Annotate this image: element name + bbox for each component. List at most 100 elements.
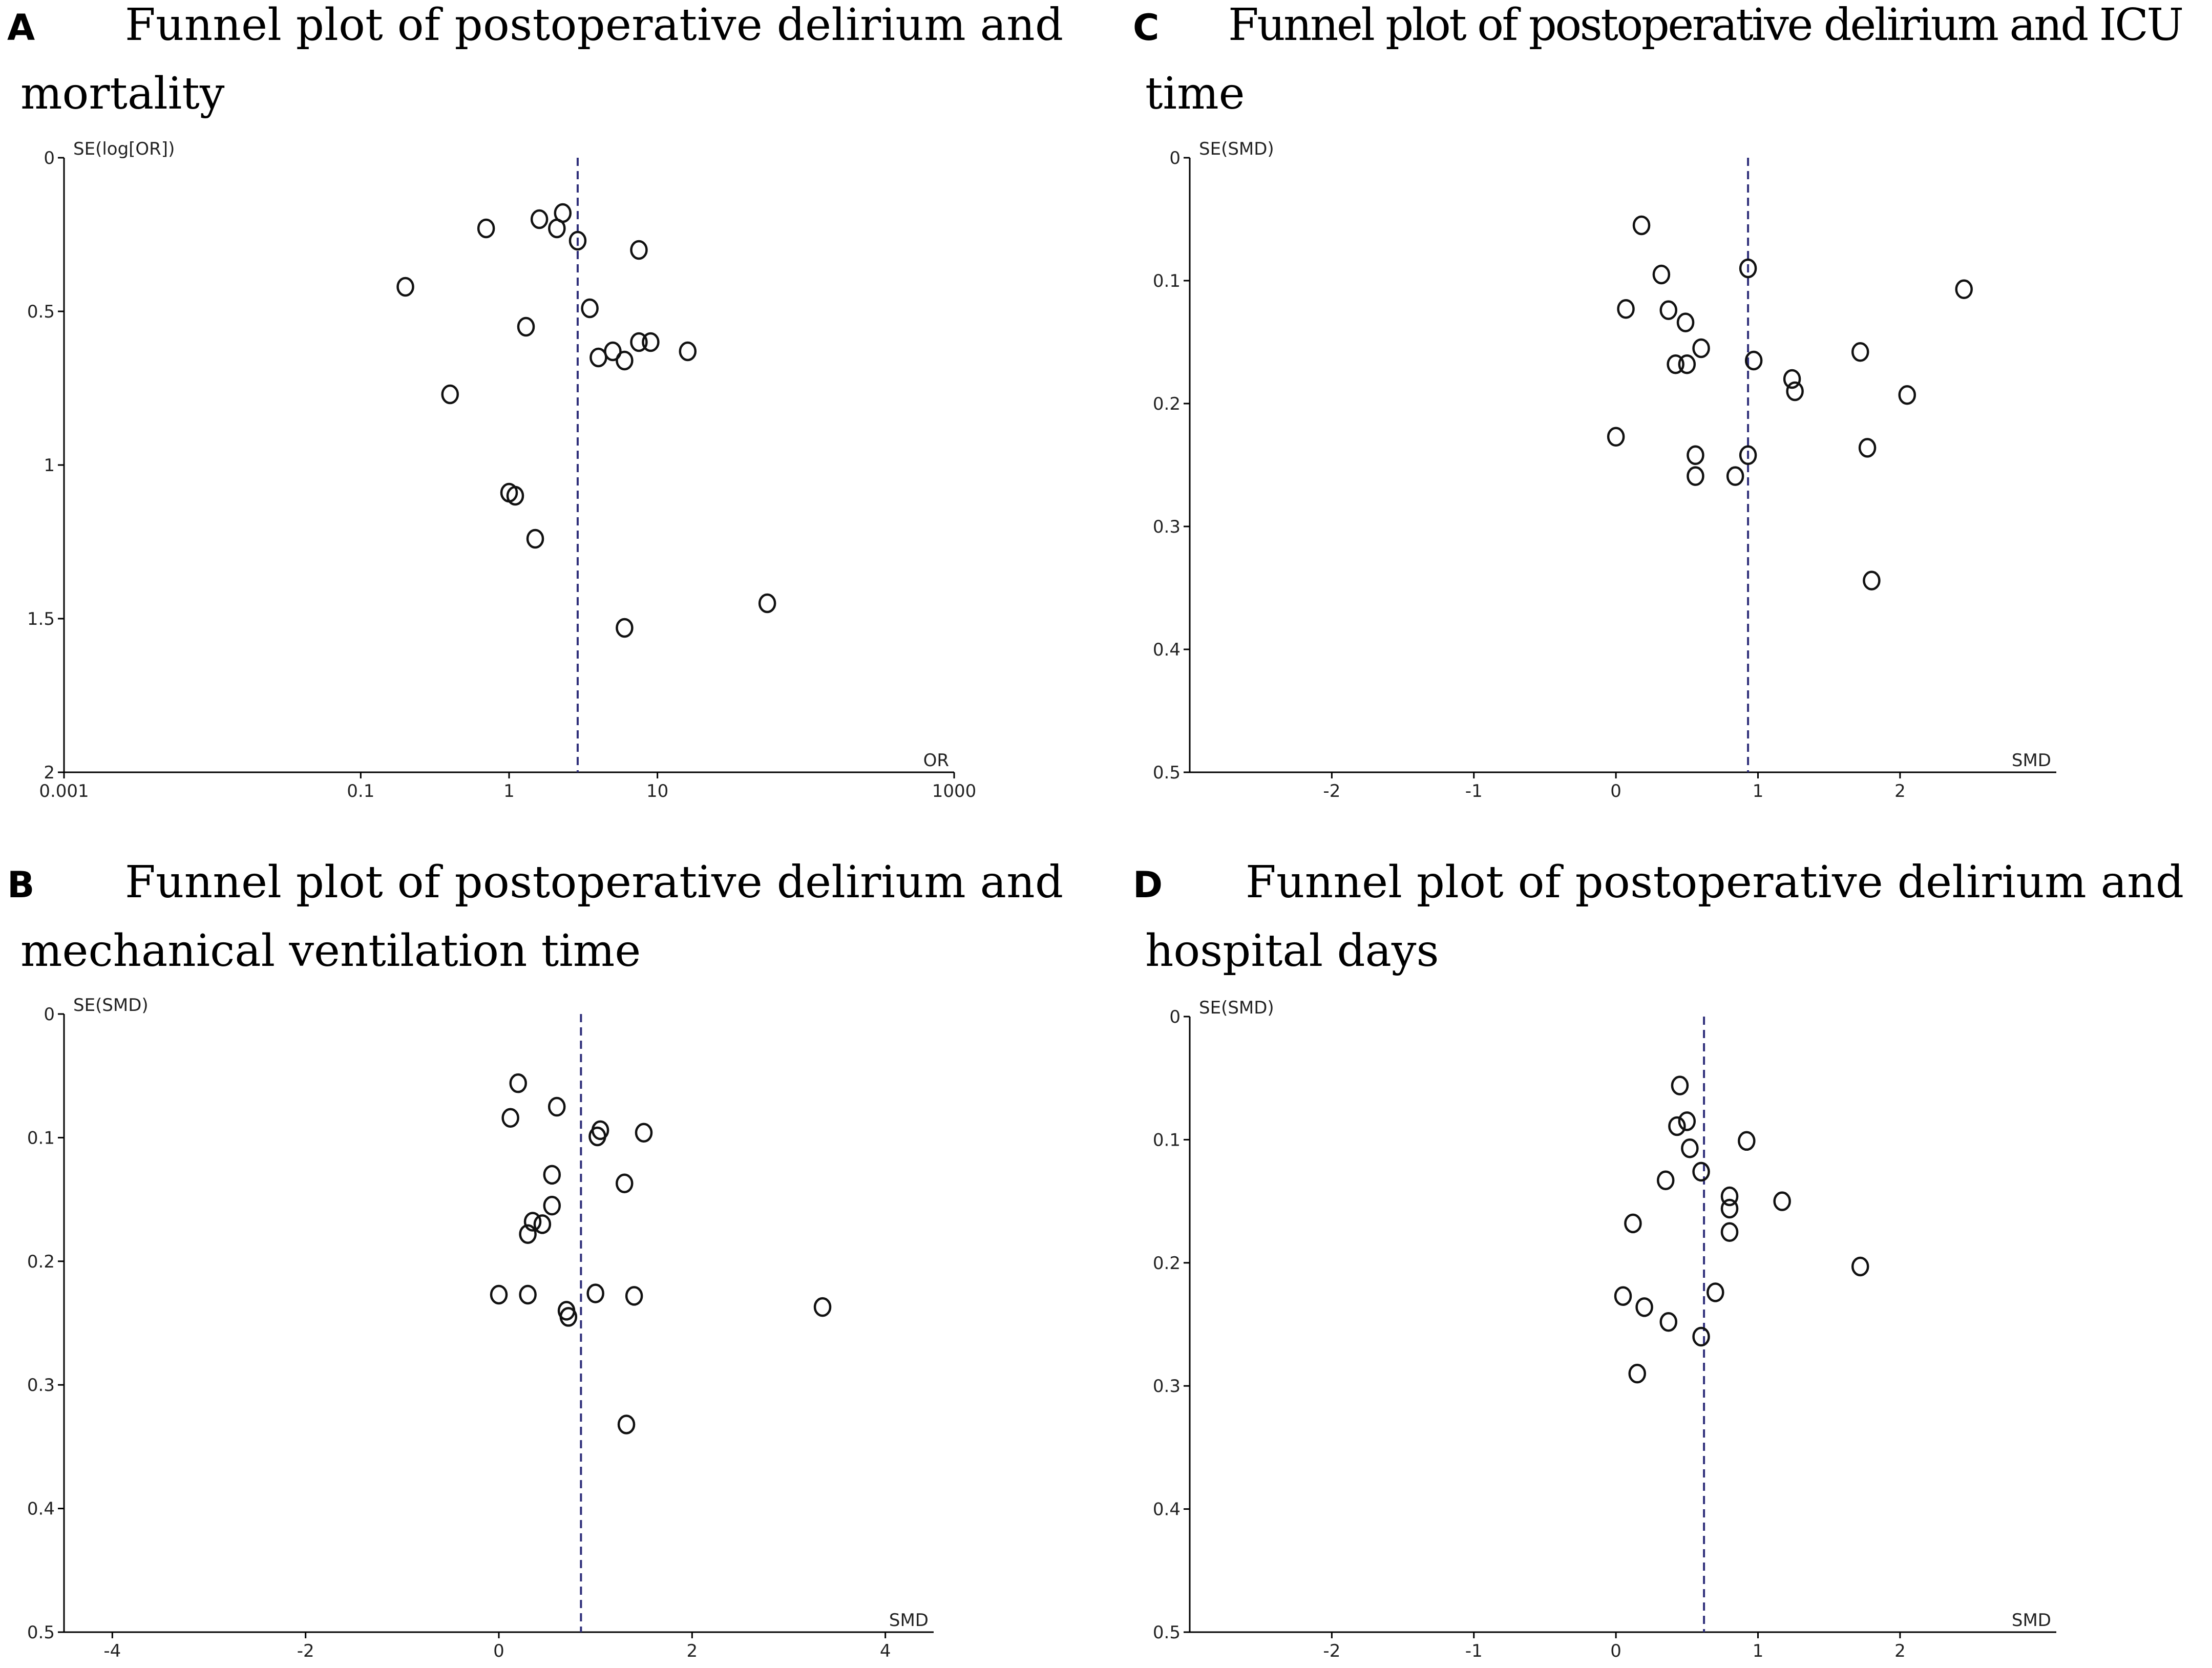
panel-b-y-tick-label: 0.1: [27, 1128, 55, 1148]
panel-d-title-line-1: Funnel plot of postoperative delirium an…: [1246, 857, 2184, 908]
panel-c-title-line-1: Funnel plot of postoperative delirium an…: [1228, 0, 2184, 51]
panel-c-letter: C: [1133, 7, 1159, 49]
panel-a-study-point: [589, 347, 607, 368]
panel-d-study-point: [1659, 1312, 1678, 1332]
panel-a-study-point: [679, 341, 697, 362]
panel-c-study-point: [1898, 385, 1916, 405]
panel-b-x-tick-label: 4: [880, 1641, 891, 1661]
panel-c-x-axis-label: SMD: [2012, 750, 2051, 771]
panel-d-study-point: [1707, 1282, 1724, 1302]
panel-a-y-tick-label: 1: [44, 455, 55, 476]
panel-a-title-line-2: mortality: [20, 68, 225, 119]
panel-b-study-point: [559, 1307, 578, 1327]
panel-b-y-axis-label: SE(SMD): [73, 995, 149, 1016]
panel-b-study-point: [635, 1123, 653, 1143]
panel-d-study-point: [1678, 1111, 1696, 1131]
panel-a-study-point: [517, 316, 535, 337]
panel-a-x-tick-label: 1: [503, 781, 515, 801]
panel-a-x-axis-label: OR: [923, 750, 949, 771]
panel-b-study-point: [509, 1073, 527, 1093]
panel-b: B Funnel plot of postoperative delirium a…: [7, 857, 1063, 1661]
panel-b-title-line-1: Funnel plot of postoperative delirium an…: [125, 857, 1063, 908]
panel-d-x-tick-label: 1: [1753, 1641, 1764, 1661]
panel-c-study-point: [1632, 215, 1651, 236]
panel-a-study-point: [441, 384, 459, 405]
panel-d-y-tick-label: 0.5: [1153, 1622, 1181, 1643]
panel-c: C Funnel plot of postoperative delirium a…: [1133, 0, 2184, 801]
panel-c-y-tick-label: 0: [1169, 148, 1181, 168]
panel-d-study-point: [1671, 1075, 1689, 1095]
panel-a-study-point: [642, 332, 660, 352]
panel-b-study-point: [501, 1108, 519, 1128]
panel-d-study-point: [1720, 1222, 1739, 1242]
panel-d-study-point: [1720, 1198, 1739, 1219]
panel-d: D Funnel plot of postoperative delirium a…: [1133, 857, 2184, 1661]
panel-d-study-point: [1851, 1256, 1869, 1277]
panel-c-study-point: [1739, 445, 1757, 466]
panel-d-x-tick-label: -1: [1465, 1641, 1483, 1661]
panel-c-study-point: [1687, 466, 1704, 486]
panel-a-study-point: [616, 618, 634, 638]
panel-d-study-point: [1668, 1116, 1686, 1136]
panel-c-title-line-2: time: [1145, 68, 1245, 119]
panel-a-x-tick-label: 0.1: [347, 781, 374, 801]
panel-b-y-tick-label: 0: [44, 1004, 55, 1025]
panel-d-y-tick-label: 0.4: [1153, 1500, 1181, 1520]
panel-b-study-point: [543, 1195, 561, 1216]
panel-b-study-point: [523, 1212, 542, 1232]
panel-a-x-tick-label: 10: [646, 781, 668, 801]
panel-d-x-axis-label: SMD: [2012, 1610, 2051, 1631]
panel-b-study-point: [519, 1224, 537, 1244]
panel-c-study-point: [1851, 342, 1869, 362]
panel-c-study-point: [1744, 350, 1763, 371]
panel-d-y-tick-label: 0: [1169, 1007, 1181, 1027]
panel-d-study-point: [1656, 1170, 1675, 1190]
panel-c-study-point: [1739, 258, 1757, 279]
panel-a-y-axis-label: SE(log[OR]): [73, 139, 175, 159]
panel-d-study-point: [1614, 1286, 1632, 1306]
panel-d-y-axis-label: SE(SMD): [1199, 998, 1274, 1018]
panel-a-y-tick-label: 2: [44, 763, 55, 783]
panel-b-x-axis-label: SMD: [889, 1610, 929, 1631]
panel-d-study-point: [1692, 1326, 1710, 1347]
panel-b-y-tick-label: 0.2: [27, 1252, 55, 1272]
panel-c-x-tick-label: 1: [1753, 781, 1764, 801]
panel-a-study-point: [506, 485, 524, 506]
panel-c-study-point: [1617, 299, 1635, 319]
panel-c-study-point: [1692, 338, 1710, 358]
panel-c-y-axis-label: SE(SMD): [1199, 139, 1274, 159]
panel-a-y-tick-label: 0.5: [27, 302, 55, 322]
panel-d-study-point: [1738, 1131, 1756, 1151]
panel-c-y-tick-label: 0.3: [1153, 517, 1181, 537]
panel-d-x-tick-label: -2: [1323, 1641, 1340, 1661]
panel-b-x-tick-label: 0: [493, 1641, 504, 1661]
panel-c-x-tick-label: -1: [1465, 781, 1483, 801]
panel-c-study-point: [1786, 381, 1804, 402]
panel-c-y-tick-label: 0.1: [1153, 271, 1181, 291]
panel-d-study-point: [1720, 1186, 1739, 1207]
panel-d-y-tick-label: 0.3: [1153, 1376, 1181, 1397]
panel-b-study-point: [547, 1096, 566, 1117]
panel-b-y-tick-label: 0.5: [27, 1622, 55, 1643]
panel-d-y-tick-label: 0.1: [1153, 1130, 1181, 1150]
panel-b-x-tick-label: -2: [297, 1641, 314, 1661]
panel-c-study-point: [1858, 438, 1877, 458]
panel-b-study-point: [617, 1414, 636, 1434]
panel-b-study-point: [586, 1283, 604, 1303]
panel-c-study-point: [1783, 369, 1801, 389]
panel-c-study-point: [1607, 427, 1625, 447]
panel-b-x-tick-label: 2: [687, 1641, 698, 1661]
panel-c-y-tick-label: 0.4: [1153, 640, 1181, 660]
panel-a-study-point: [616, 350, 634, 371]
panel-d-study-point: [1681, 1138, 1699, 1158]
panel-c-y-tick-label: 0.2: [1153, 394, 1181, 414]
panel-a-study-point: [581, 298, 599, 319]
panel-c-x-tick-label: -2: [1323, 781, 1340, 801]
panel-a-y-tick-label: 0: [44, 148, 55, 168]
panel-a-study-point: [568, 230, 587, 251]
panel-c-x-tick-label: 2: [1894, 781, 1906, 801]
panel-b-study-point: [533, 1214, 552, 1234]
panel-c-study-point: [1687, 445, 1704, 466]
panel-c-study-point: [1678, 354, 1696, 374]
panel-c-x-tick-label: 0: [1610, 781, 1621, 801]
